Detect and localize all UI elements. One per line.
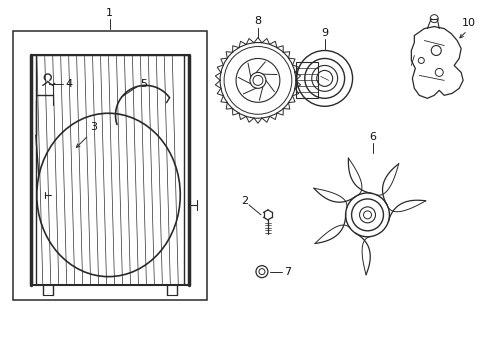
Text: 2: 2: [241, 196, 248, 206]
Text: 6: 6: [368, 132, 375, 142]
Text: 1: 1: [106, 8, 113, 18]
Bar: [13, 31, 207, 300]
Text: 4: 4: [65, 79, 72, 89]
Text: 9: 9: [321, 28, 327, 37]
Text: 3: 3: [90, 122, 97, 132]
Text: 5: 5: [140, 79, 147, 89]
Bar: [295, 62, 317, 98]
Text: 10: 10: [461, 18, 475, 28]
Text: 8: 8: [254, 15, 261, 26]
Text: 7: 7: [284, 267, 291, 276]
